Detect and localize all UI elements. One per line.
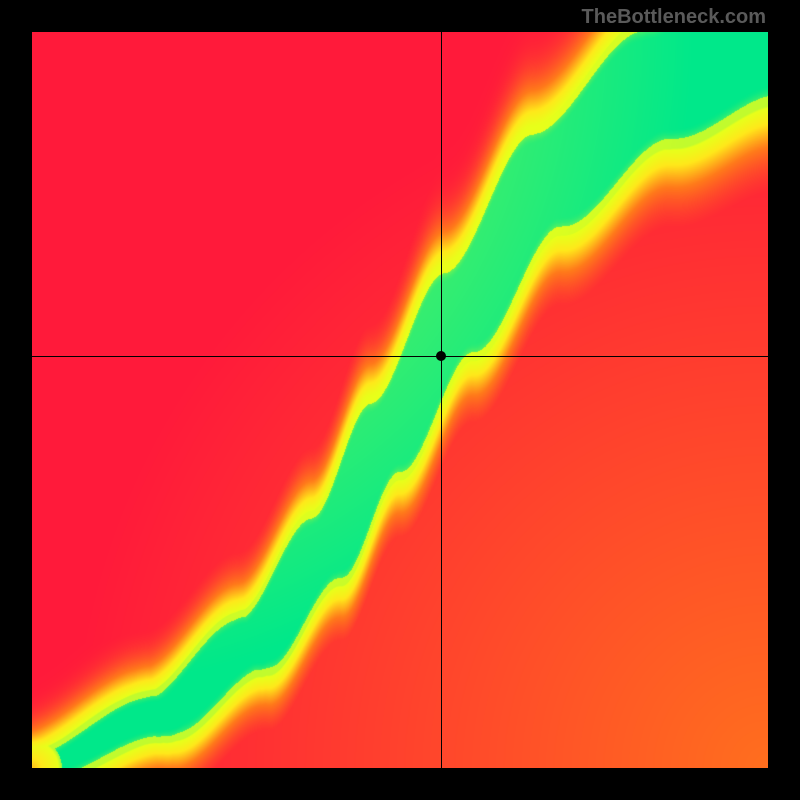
crosshair-vertical xyxy=(441,32,442,768)
watermark-text: TheBottleneck.com xyxy=(582,6,766,29)
heatmap-canvas xyxy=(32,32,768,768)
plot-area xyxy=(32,32,768,768)
marker-point xyxy=(436,351,446,361)
crosshair-horizontal xyxy=(32,356,768,357)
